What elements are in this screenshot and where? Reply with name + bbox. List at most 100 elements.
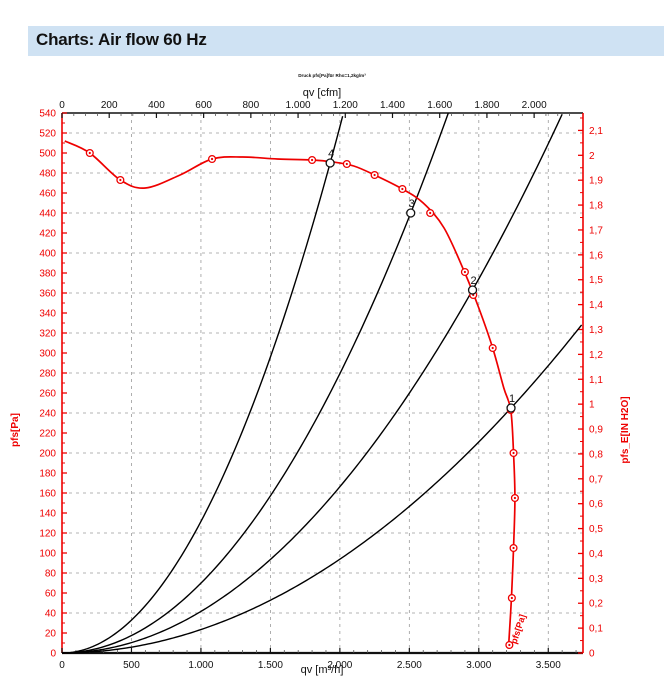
fan-curve-line xyxy=(64,140,516,646)
tick-label-top: 1.600 xyxy=(427,100,452,111)
tick-label-top: 800 xyxy=(243,100,260,111)
operating-point-marker[interactable] xyxy=(506,403,516,413)
tick-label-left: 500 xyxy=(39,149,56,160)
fan-curve-marker xyxy=(426,208,435,218)
operating-point-label: 4 xyxy=(328,148,334,160)
tick-label-left: 0 xyxy=(50,649,56,660)
tick-label-top: 1.800 xyxy=(474,100,499,111)
tick-label-bottom: 3.500 xyxy=(536,660,561,671)
operating-point[interactable]: 4 xyxy=(325,148,335,168)
tick-label-left: 520 xyxy=(39,129,56,140)
fan-curve-marker xyxy=(509,448,518,458)
marker-dot xyxy=(373,173,376,177)
tick-label-left: 380 xyxy=(39,269,56,280)
fan-curve-marker xyxy=(505,640,514,650)
fan-curve-marker xyxy=(460,267,469,277)
tick-label-right: 1,4 xyxy=(589,300,603,311)
tick-label-top: 2.000 xyxy=(522,100,547,111)
tick-label-top: 600 xyxy=(195,100,212,111)
tick-label-right: 1,1 xyxy=(589,375,603,386)
tick-label-left: 460 xyxy=(39,189,56,200)
tick-label-top: 400 xyxy=(148,100,165,111)
tick-label-left: 240 xyxy=(39,409,56,420)
series-inline-label: pfs[Pa] xyxy=(509,613,528,645)
tick-label-bottom: 0 xyxy=(59,660,65,671)
chart-svg: Druck pfs[Pa]für Rho=1,2kg/m³ qv [cfm] 0… xyxy=(10,73,631,676)
tick-label-right: 0,4 xyxy=(589,549,603,560)
fan-curve-marker xyxy=(85,148,94,158)
marker-dot xyxy=(310,158,314,162)
axis-layer xyxy=(61,112,584,655)
grid-layer xyxy=(62,113,583,653)
system-curves-layer xyxy=(61,113,583,654)
operating-point-label: 1 xyxy=(509,393,515,405)
right-axis-title: pfs_E[IN H2O] xyxy=(620,396,631,463)
tick-label-left: 80 xyxy=(45,569,57,580)
marker-dot xyxy=(512,451,515,455)
top-axis-title-group: qv [cfm] xyxy=(303,87,342,99)
tick-label-left: 120 xyxy=(39,529,56,540)
operating-point-label: 3 xyxy=(409,198,415,210)
tick-label-top: 1.200 xyxy=(333,100,358,111)
page-title: Charts: Air flow 60 Hz xyxy=(36,30,207,49)
operating-point[interactable]: 3 xyxy=(406,198,416,218)
tick-label-left: 480 xyxy=(39,169,56,180)
tick-label-left: 180 xyxy=(39,469,56,480)
tick-label-right: 1,3 xyxy=(589,325,603,336)
marker-dot xyxy=(345,162,348,166)
operating-point[interactable]: 1 xyxy=(506,393,516,413)
tick-label-right: 2,1 xyxy=(589,126,603,137)
left-axis-title: pfs[Pa] xyxy=(10,413,21,447)
operating-points-layer: 1 2 3 4 xyxy=(325,148,516,413)
section-banner xyxy=(28,26,664,56)
tick-label-right: 1 xyxy=(589,400,595,411)
fan-curve-marker xyxy=(342,159,351,169)
tick-label-left: 100 xyxy=(39,549,56,560)
top-axis-title: qv [cfm] xyxy=(303,87,342,99)
operating-point-marker[interactable] xyxy=(467,285,478,295)
fan-curve-marker xyxy=(488,343,497,353)
tick-label-bottom: 1.000 xyxy=(188,660,213,671)
tick-label-left: 20 xyxy=(45,629,57,640)
fan-curve-marker xyxy=(370,170,379,180)
fan-curve-marker xyxy=(509,543,518,553)
fan-curve-marker xyxy=(510,493,519,503)
marker-dot xyxy=(401,187,404,191)
fan-curve-markers xyxy=(85,148,519,650)
operating-point[interactable]: 2 xyxy=(467,275,478,295)
left-axis-title-group: pfs[Pa] xyxy=(10,413,21,447)
tick-label-bottom: 2.000 xyxy=(327,660,352,671)
marker-dot xyxy=(513,496,517,500)
tick-label-right: 1,5 xyxy=(589,275,603,286)
tick-label-right: 0 xyxy=(589,649,595,660)
operating-point-marker[interactable] xyxy=(325,158,335,168)
system-curve-3 xyxy=(61,113,563,654)
tick-label-right: 1,6 xyxy=(589,250,603,261)
operating-point-label: 2 xyxy=(470,275,476,287)
chart-title: Druck pfs[Pa]für Rho=1,2kg/m³ xyxy=(298,73,366,78)
tick-label-bottom: 1.500 xyxy=(258,660,283,671)
tick-label-right: 0,3 xyxy=(589,574,603,585)
tick-label-right: 1,8 xyxy=(589,201,603,212)
tick-label-right: 2 xyxy=(589,151,595,162)
chart-title-group: Druck pfs[Pa]für Rho=1,2kg/m³ xyxy=(298,73,366,78)
marker-dot xyxy=(88,151,91,155)
fan-curve-marker xyxy=(398,184,407,194)
tick-label-right: 1,9 xyxy=(589,176,603,187)
tick-label-left: 260 xyxy=(39,389,56,400)
system-curve-1 xyxy=(61,116,344,654)
tick-label-left: 280 xyxy=(39,369,56,380)
tick-label-left: 300 xyxy=(39,349,56,360)
tick-label-left: 220 xyxy=(39,429,56,440)
marker-dot xyxy=(508,643,511,647)
tick-label-right: 0,9 xyxy=(589,425,603,436)
fan-curve-marker xyxy=(507,593,516,603)
system-curve-2 xyxy=(61,113,449,654)
fan-curve-chart: Druck pfs[Pa]für Rho=1,2kg/m³ qv [cfm] 0… xyxy=(0,60,664,689)
tick-label-right: 0,8 xyxy=(589,449,603,460)
operating-point-marker[interactable] xyxy=(406,208,416,218)
marker-dot xyxy=(210,157,214,161)
tick-label-left: 400 xyxy=(39,249,56,260)
marker-dot xyxy=(510,596,513,600)
